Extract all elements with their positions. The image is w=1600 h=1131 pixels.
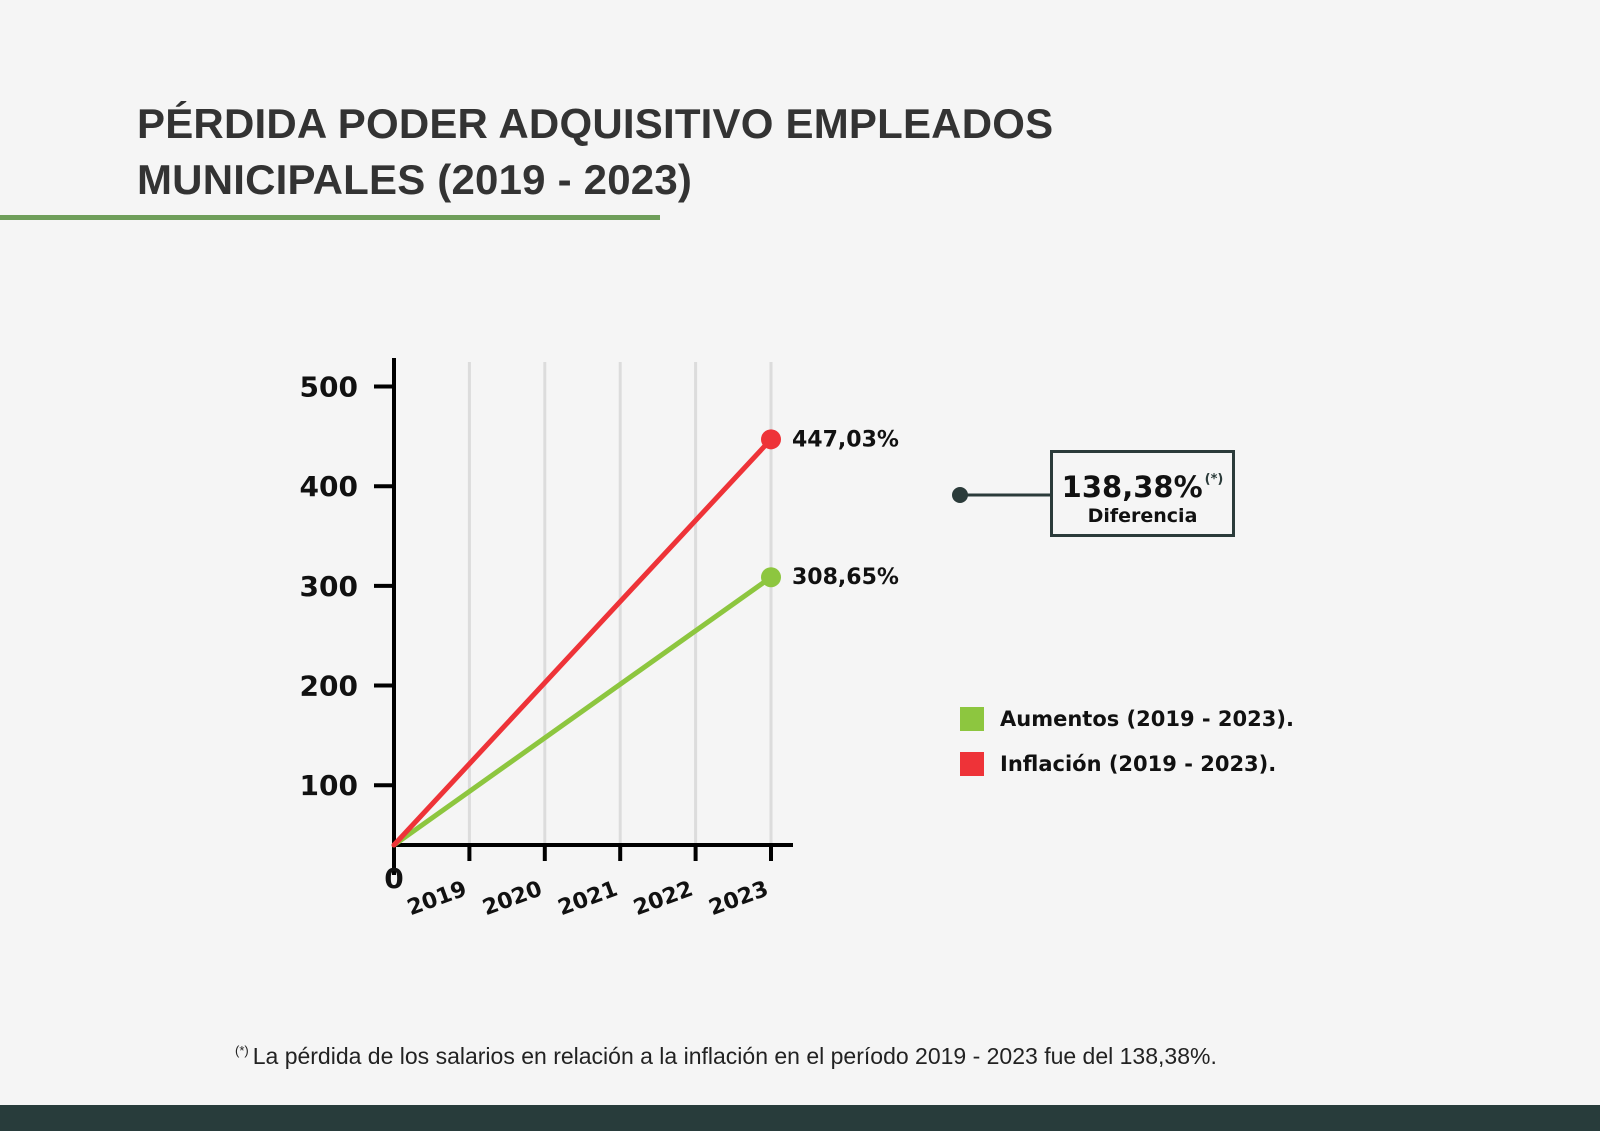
footnote-marker: (*) (235, 1043, 249, 1058)
series-point-inflacion (761, 429, 781, 450)
x-tick-label-0: 0 (384, 862, 403, 895)
legend-item-aumentos: Aumentos (2019 - 2023). (960, 706, 1294, 732)
x-tick-label-2021: 2021 (555, 877, 621, 921)
difference-callout: 138,38% (*) Diferencia (1050, 450, 1235, 537)
y-tick-label-400: 400 (300, 470, 358, 503)
legend-item-inflacion: Inflación (2019 - 2023). (960, 751, 1294, 777)
series-point-aumentos (761, 567, 781, 588)
y-tick-label-200: 200 (300, 670, 358, 703)
difference-footnote-marker: (*) (1204, 472, 1224, 487)
legend-label-aumentos: Aumentos (2019 - 2023). (1000, 707, 1294, 731)
legend-swatch-inflacion (960, 752, 984, 776)
series-line-aumentos (391, 574, 774, 848)
x-tick-label-2022: 2022 (630, 877, 696, 921)
footnote-text: La pérdida de los salarios en relación a… (252, 1043, 1217, 1069)
x-tick-label-2023: 2023 (706, 877, 772, 921)
y-tick-label-100: 100 (300, 769, 358, 802)
legend-label-inflacion: Inflación (2019 - 2023). (1000, 752, 1277, 776)
chart-legend: Aumentos (2019 - 2023). Inflación (2019 … (960, 706, 1294, 796)
title-underline (0, 215, 660, 220)
legend-swatch-aumentos (960, 707, 984, 731)
footnote: (*) La pérdida de los salarios en relació… (235, 1043, 1217, 1070)
page-title-line-1: PÉRDIDA PODER ADQUISITIVO EMPLEADOS (137, 100, 1054, 147)
x-tick-label-2020: 2020 (480, 877, 546, 921)
y-tick-label-500: 500 (300, 371, 358, 404)
page-title: PÉRDIDA PODER ADQUISITIVO EMPLEADOS MUNI… (137, 96, 1053, 208)
series-end-label-aumentos: 308,65% (792, 565, 899, 590)
series-line-inflacion (391, 436, 774, 848)
series-end-label-inflacion: 447,03% (792, 427, 899, 452)
footer-bar (0, 1105, 1600, 1131)
difference-value: 138,38% (*) (1053, 463, 1232, 504)
page-title-line-2: MUNICIPALES (2019 - 2023) (137, 156, 693, 203)
y-tick-label-300: 300 (300, 570, 358, 603)
x-tick-label-2019: 2019 (404, 877, 470, 921)
line-chart: 100 200 300 400 500 0 2019 2020 2021 2022 2023 308,… (300, 358, 1051, 921)
difference-label: Diferencia (1087, 505, 1198, 527)
difference-value-text: 138,38% (1061, 470, 1203, 504)
